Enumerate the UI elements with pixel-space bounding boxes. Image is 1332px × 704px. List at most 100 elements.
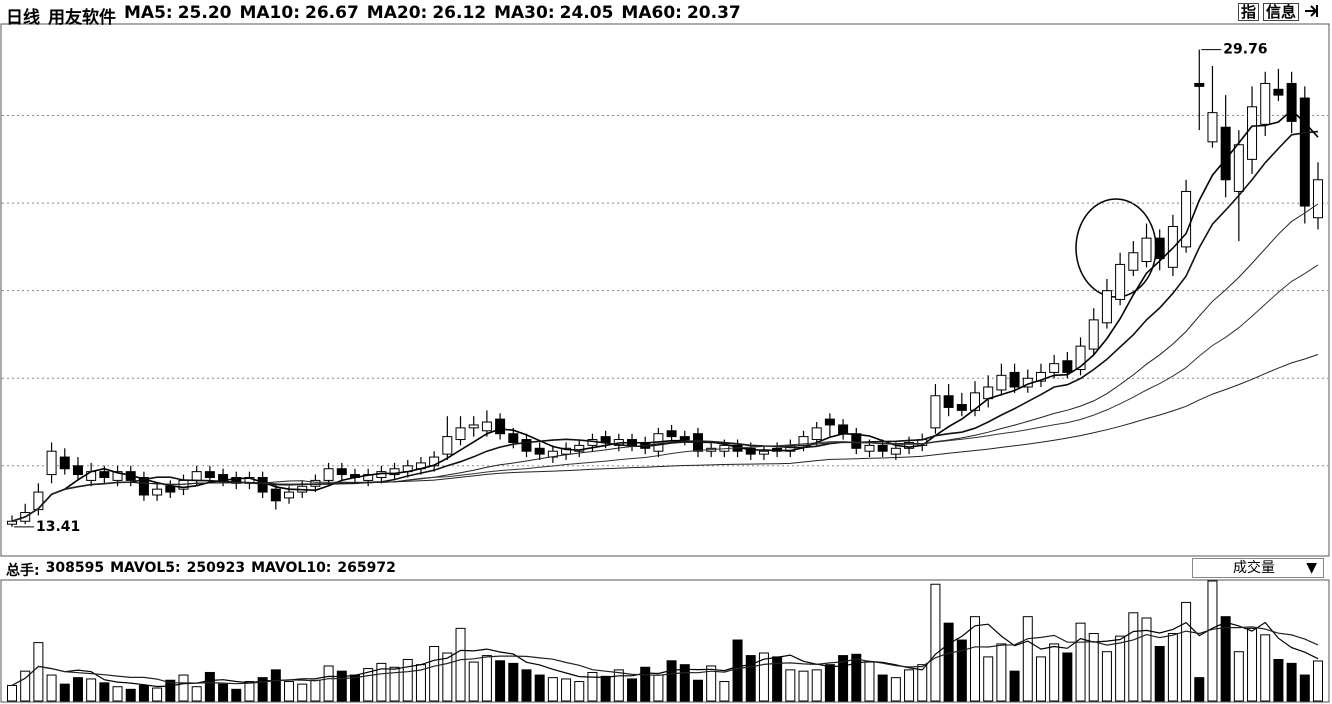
volume-bar (323, 665, 334, 702)
candle-body (838, 424, 849, 435)
candle-body (112, 471, 123, 481)
volume-bar (904, 669, 915, 702)
indicator-select[interactable]: 成交量 ▼ (1192, 558, 1324, 578)
volume-bar (481, 655, 492, 702)
candle-body (1247, 106, 1258, 160)
volume-bar (890, 677, 901, 702)
button[interactable]: 信息 (1263, 3, 1300, 21)
price-header: 日线 用友软件 MA5: 25.20 MA10: 26.67 MA20: 26.12 MA3… (6, 3, 741, 28)
ma-value: 24.05 (559, 3, 614, 23)
volume-bar (402, 658, 413, 702)
toolbar: 指 信息 (1238, 3, 1319, 21)
candle-body (72, 465, 83, 476)
volume-bar (495, 660, 506, 702)
volume-bar (1299, 674, 1310, 702)
volume-frame (0, 579, 1330, 703)
candle-body (33, 491, 44, 511)
candle-body (204, 471, 215, 478)
volume-bar (561, 678, 572, 702)
volume-bar (336, 670, 347, 702)
candle-body (336, 468, 347, 476)
candle-body (996, 374, 1007, 391)
candle-body (745, 447, 756, 455)
candle-body (323, 468, 334, 481)
marker-label: 29.76 (1223, 42, 1267, 58)
volume-bar (1181, 601, 1192, 702)
volume-bar (1128, 612, 1139, 702)
volume-bar (231, 688, 242, 702)
volume-bar (732, 639, 743, 702)
volume-bar (758, 652, 769, 702)
candle-body (1075, 345, 1086, 370)
candle-body (508, 433, 519, 443)
mavol-name: MAVOL10: (251, 560, 332, 576)
volume-bar (244, 681, 255, 702)
mavol-name: MAVOL5: (110, 560, 181, 576)
ma-legend: MA60: 20.37 (621, 3, 740, 28)
candle-body (152, 488, 163, 496)
ma-value: 26.67 (305, 3, 359, 23)
candle-body (930, 395, 941, 429)
volume-bar (191, 686, 202, 702)
volume-bar (1062, 652, 1073, 702)
candle-body (1141, 237, 1152, 262)
volume-bar (838, 655, 849, 702)
volume-bar (1088, 633, 1099, 702)
volume-bar (692, 679, 703, 702)
volume-bar (1207, 580, 1218, 702)
ma-value: 25.20 (177, 3, 232, 23)
candle-body (600, 436, 611, 443)
volume-bar (1115, 635, 1126, 702)
volume-bar (719, 681, 730, 702)
ma-name: MA20: (366, 3, 428, 23)
volume-bar (930, 583, 941, 702)
candle-body (851, 433, 862, 449)
dropdown-arrow: ▼ (1306, 560, 1317, 576)
volume-bar (72, 677, 83, 702)
volume-header: 总手: 308595 MAVOL5: 250923 MAVOL10: 265972 (6, 560, 396, 580)
ma-line (11, 130, 1319, 523)
candle-body (7, 520, 17, 525)
ma-legend: MA5: 25.20 (124, 3, 231, 28)
volume-bar (7, 684, 17, 702)
volume-bar (983, 656, 994, 702)
candle-body (1115, 263, 1126, 300)
volume-bar (864, 661, 875, 702)
mavol-value: 265972 (337, 560, 396, 576)
volume-bar (1022, 616, 1033, 702)
volume-bar (666, 660, 677, 702)
volume-bar (574, 681, 585, 702)
volume-bar (640, 666, 651, 702)
candle-body (270, 488, 281, 502)
arrow-icon[interactable] (1303, 3, 1319, 19)
volume-bar (165, 679, 176, 702)
button[interactable]: 指 (1238, 3, 1260, 21)
volume-bar (376, 662, 387, 702)
candle-body (1049, 363, 1060, 373)
volume-bar (257, 677, 268, 702)
candle-body (1220, 126, 1231, 181)
volume-bar (811, 669, 822, 702)
total-label: 总手: (6, 563, 40, 579)
candle-body (1181, 190, 1192, 248)
candle-body (679, 436, 690, 441)
ma-value: 20.37 (686, 3, 741, 23)
candle-body (481, 421, 492, 432)
price-frame (0, 23, 1330, 557)
volume-bar (20, 670, 31, 702)
volume-bar (284, 681, 295, 702)
volume-bar (125, 688, 136, 702)
select-text: 成交量 (1233, 560, 1275, 576)
ma-line (11, 621, 1319, 688)
candle-body (1101, 290, 1112, 324)
candle-body (59, 456, 70, 470)
volume-bar (600, 675, 611, 702)
ma-name: MA10: (239, 3, 301, 23)
volume-bar (996, 643, 1007, 702)
volume-bar (86, 678, 97, 702)
period: 日线 (6, 8, 40, 28)
volume-bar (1220, 616, 1231, 702)
ma-line (11, 626, 1319, 686)
ma-name: MA5: (124, 3, 173, 23)
volume-bar (1101, 651, 1112, 702)
